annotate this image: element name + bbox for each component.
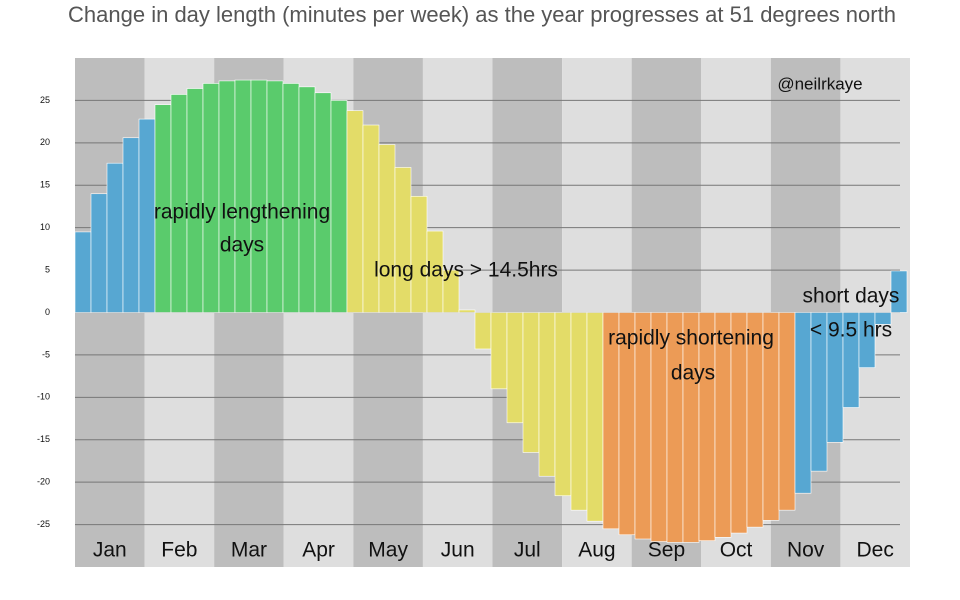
bar — [858, 312, 876, 368]
y-tick-label: 5 — [45, 264, 50, 274]
bar — [570, 312, 588, 511]
bar — [346, 110, 364, 313]
x-tick-label: Oct — [720, 539, 753, 562]
bar — [442, 269, 460, 313]
y-tick-label: -5 — [42, 349, 50, 359]
annotation: < 9.5 hrs — [810, 319, 892, 342]
bar — [794, 312, 812, 494]
bar — [266, 80, 284, 313]
x-tick-label: Mar — [231, 539, 267, 562]
bar — [490, 312, 508, 390]
x-tick-label: Jul — [514, 539, 541, 562]
x-tick-label: Apr — [302, 539, 335, 562]
bar — [554, 312, 572, 497]
y-tick-label: 15 — [40, 180, 50, 190]
bar — [458, 309, 476, 313]
chart-title: Change in day length (minutes per week) … — [68, 2, 896, 27]
x-tick-label: Jan — [93, 539, 127, 562]
credit: @neilrkaye — [777, 74, 862, 93]
bar — [394, 167, 412, 313]
bar — [890, 270, 908, 313]
annotation: rapidly shortening — [608, 327, 774, 350]
bar — [234, 79, 252, 313]
bar — [506, 312, 524, 424]
y-tick-label: -15 — [37, 434, 50, 444]
bar — [410, 195, 428, 313]
annotation: days — [220, 234, 264, 257]
y-tick-label: 10 — [40, 222, 50, 232]
bar — [522, 312, 540, 453]
annotation: long days > 14.5hrs — [374, 259, 558, 282]
y-tick-label: -10 — [37, 392, 50, 402]
x-tick-label: Dec — [857, 539, 894, 562]
bar — [378, 144, 396, 313]
y-tick-label: -20 — [37, 477, 50, 487]
bars — [74, 79, 908, 543]
annotation: rapidly lengthening — [154, 201, 330, 224]
bar — [90, 193, 108, 313]
bar — [138, 118, 156, 313]
x-tick-label: Sep — [648, 539, 685, 562]
bar — [218, 80, 236, 313]
bar — [362, 124, 380, 313]
y-tick-label: -25 — [37, 519, 50, 529]
y-tick-label: 0 — [45, 307, 50, 317]
bar — [122, 137, 140, 313]
x-tick-label: May — [368, 539, 408, 562]
bar — [586, 312, 604, 522]
bar — [330, 100, 348, 313]
bar — [106, 162, 124, 313]
x-tick-label: Feb — [161, 539, 197, 562]
x-tick-label: Jun — [441, 539, 475, 562]
bar — [874, 312, 892, 325]
y-tick-label: 25 — [40, 95, 50, 105]
x-tick-label: Nov — [787, 539, 825, 562]
bar — [250, 79, 268, 313]
annotation: short days — [803, 285, 900, 308]
bar — [282, 83, 300, 313]
bar — [474, 312, 492, 350]
y-tick-label: 20 — [40, 137, 50, 147]
bar — [778, 312, 796, 511]
bar — [74, 231, 92, 313]
x-tick-label: Aug — [578, 539, 615, 562]
annotation: days — [671, 362, 715, 385]
bar — [538, 312, 556, 477]
bar — [202, 83, 220, 313]
